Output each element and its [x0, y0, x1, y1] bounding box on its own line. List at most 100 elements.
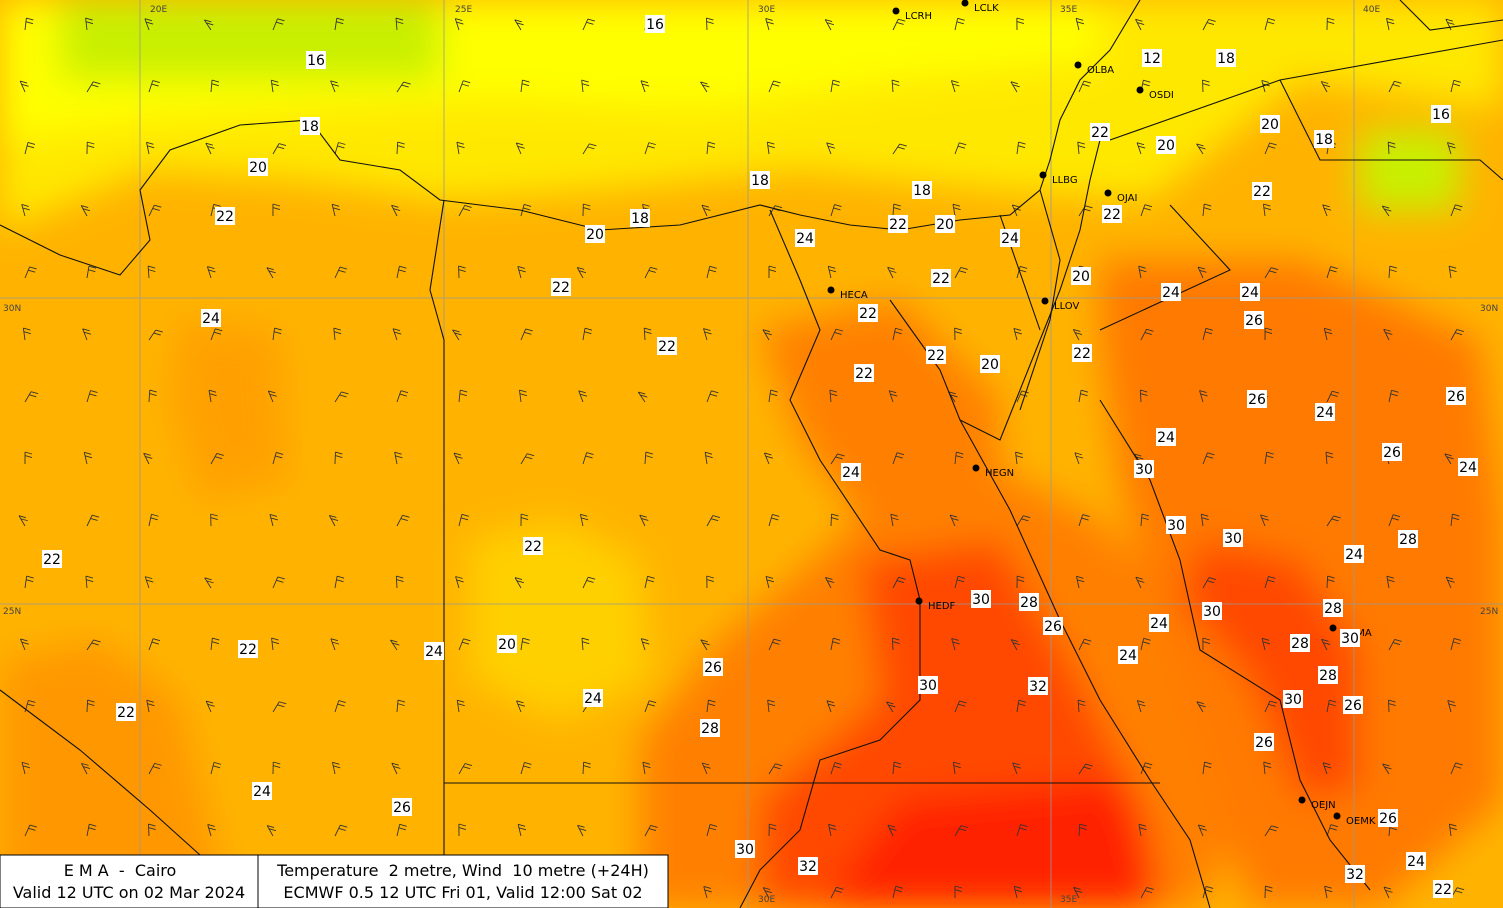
wind-barb	[768, 638, 781, 651]
wind-barb	[24, 141, 36, 155]
contour-label: 28	[1319, 668, 1337, 684]
grid-label: 30N	[1480, 304, 1498, 314]
contour-label-box	[1118, 646, 1138, 664]
contour-label: 30	[1341, 631, 1359, 647]
wind-barb	[389, 639, 400, 651]
contour-label-box	[1216, 49, 1236, 67]
grid-label: 25E	[455, 5, 472, 15]
wind-barb	[578, 390, 588, 403]
wind-barb	[1326, 515, 1341, 527]
contour-label: 20	[498, 637, 516, 653]
grid-label: 35E	[1060, 5, 1077, 15]
wind-barb	[1078, 80, 1092, 93]
wind-barb	[892, 203, 901, 217]
wind-barb	[766, 141, 775, 155]
grid-label: 40E	[1363, 5, 1380, 15]
wind-barb	[829, 389, 838, 403]
wind-barb	[1202, 637, 1211, 651]
wind-barb	[21, 204, 30, 217]
wind-barb	[394, 451, 403, 465]
contour-label: 22	[43, 552, 61, 568]
contour-label: 26	[1245, 313, 1263, 329]
wind-barb	[24, 824, 38, 837]
footer-text: ECMWF 0.5 12 UTC Fri 01, Valid 12:00 Sat…	[283, 883, 642, 902]
wind-barb	[1078, 514, 1090, 527]
wind-barb	[458, 763, 473, 775]
wind-barb	[148, 80, 160, 93]
wind-barb	[1264, 825, 1279, 837]
wind-barb	[765, 575, 775, 589]
wind-barb	[1388, 80, 1402, 93]
wind-barb	[639, 514, 649, 527]
wind-barb	[86, 639, 101, 651]
contour-label: 28	[1020, 595, 1038, 611]
wind-barb	[1383, 886, 1393, 899]
contour-label-box	[1314, 130, 1334, 148]
wind-barb	[19, 80, 29, 93]
wind-barb	[887, 824, 897, 837]
contour-label-box	[1161, 283, 1181, 301]
wind-barb	[458, 389, 468, 403]
wind-barb	[1013, 327, 1022, 341]
contour-label-box	[918, 676, 938, 694]
wind-barb	[24, 17, 34, 31]
wind-barb	[1202, 577, 1217, 589]
wind-barb	[768, 265, 777, 279]
grid-label: 25N	[3, 607, 21, 617]
wind-barb	[768, 80, 781, 93]
wind-barb	[146, 699, 155, 713]
wind-barb	[644, 142, 656, 155]
contour-label-box	[1378, 809, 1398, 827]
contour-label: 30	[1203, 604, 1221, 620]
station-dot	[915, 597, 923, 605]
wind-barb	[891, 79, 900, 93]
wind-barb	[830, 204, 842, 217]
wind-barb	[762, 329, 772, 341]
wind-barb	[1016, 575, 1025, 589]
contour-label: 24	[202, 311, 220, 327]
contour-label-box	[1244, 311, 1264, 329]
wind-barb	[1016, 390, 1029, 403]
wind-barb	[210, 79, 220, 93]
contour-label-box	[1156, 428, 1176, 446]
wind-barb	[266, 825, 277, 837]
wind-barb	[1140, 887, 1154, 899]
wind-barb	[1450, 637, 1462, 651]
wind-barb	[582, 18, 596, 31]
wind-barb	[334, 266, 348, 279]
contour-label: 24	[1407, 854, 1425, 870]
wind-barb	[396, 81, 411, 93]
station-label: HEDF	[928, 601, 956, 612]
contour-label: 24	[842, 465, 860, 481]
wind-barb	[706, 515, 720, 527]
contour-label-box	[1406, 852, 1426, 870]
wind-barb	[458, 823, 467, 837]
contour-label: 30	[972, 592, 990, 608]
contour-label-box	[1433, 880, 1453, 898]
wind-barb	[20, 638, 29, 651]
contour-label: 18	[631, 211, 649, 227]
wind-barb	[148, 204, 162, 217]
wind-barb	[334, 451, 343, 465]
wind-barb	[1075, 575, 1085, 589]
wind-barb	[1199, 390, 1208, 403]
contour-label-box	[551, 278, 571, 296]
wind-barb	[581, 637, 590, 651]
wind-barb	[706, 390, 719, 403]
footer-text: E M A - Cairo	[64, 861, 177, 880]
wind-barb	[272, 452, 284, 465]
wind-barb	[331, 203, 341, 217]
contour-label: 30	[919, 678, 937, 694]
contour-label: 22	[1073, 346, 1091, 362]
wind-barb	[892, 327, 903, 341]
wind-barb	[1016, 824, 1028, 837]
wind-barb	[701, 204, 711, 217]
wind-barb	[1324, 885, 1333, 899]
contour-label: 18	[913, 183, 931, 199]
contour-label: 22	[216, 209, 234, 225]
footer-text: Valid 12 UTC on 02 Mar 2024	[13, 883, 245, 902]
contour-label-box	[1343, 696, 1363, 714]
wind-barb	[582, 576, 596, 589]
